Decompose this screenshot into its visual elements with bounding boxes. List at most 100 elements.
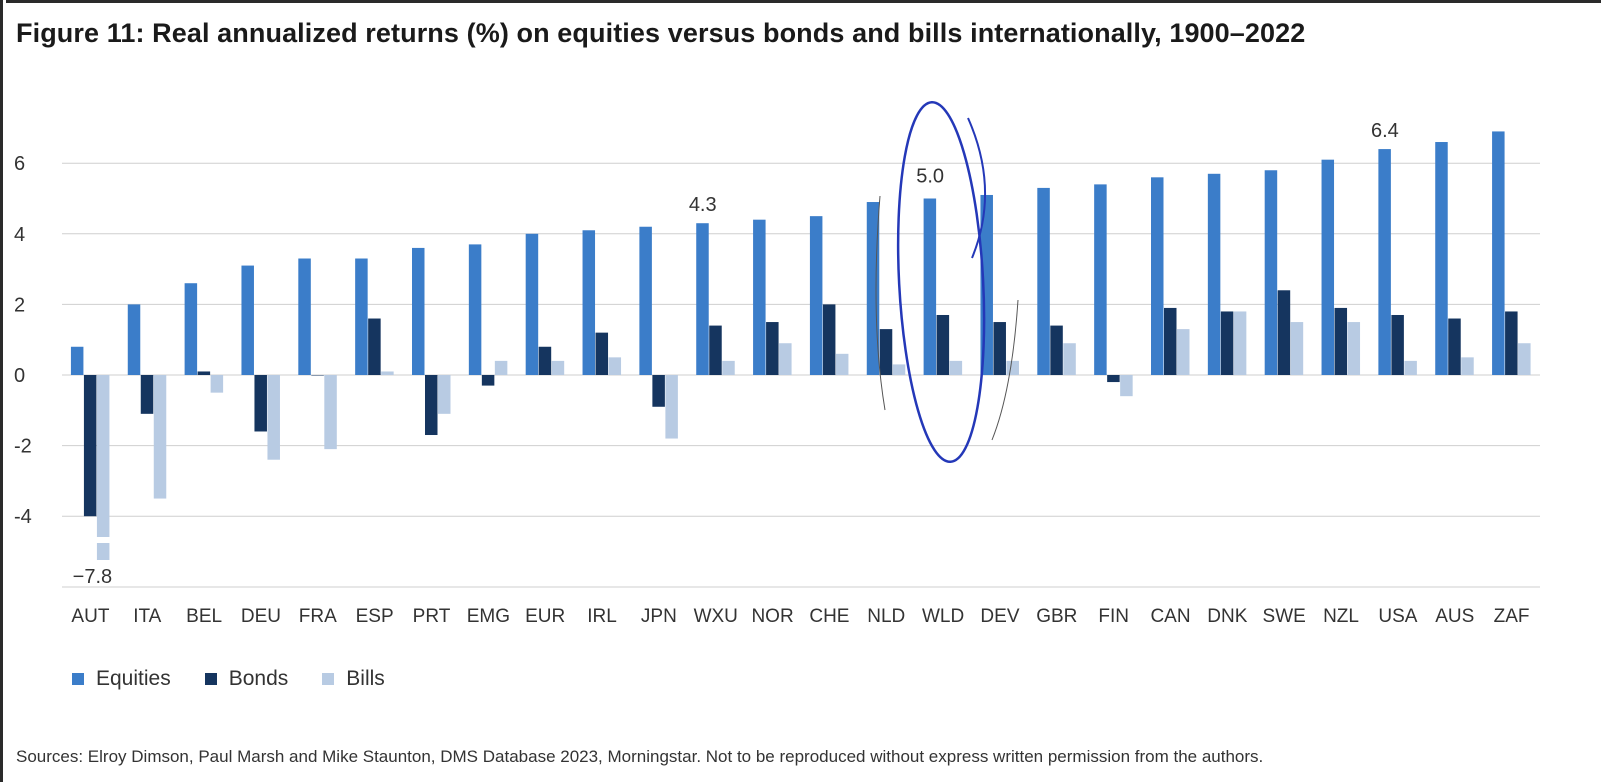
bar-bonds-bel — [197, 371, 211, 375]
bar-equities-eur — [525, 233, 539, 375]
left-rule — [0, 0, 3, 782]
bar-equities-aut — [70, 346, 84, 375]
bar-bills-eur — [551, 360, 565, 375]
bar-equities-usa — [1378, 149, 1391, 375]
bar-equities-irl — [582, 230, 596, 375]
bar-bonds-gbr — [1050, 325, 1063, 375]
bar-bills-swe — [1290, 322, 1304, 375]
data-label-usa: 6.4 — [1371, 120, 1399, 142]
y-tick-label: 4 — [14, 224, 25, 246]
bar-bonds-zaf — [1505, 311, 1518, 375]
legend-label-equities: Equities — [96, 667, 171, 690]
bar-bills-nld — [892, 364, 906, 375]
bar-equities-jpn — [639, 226, 652, 375]
data-label-wld: 5.0 — [916, 166, 944, 188]
bar-bills-prt — [438, 375, 451, 414]
bar-equities-fin — [1094, 184, 1107, 375]
y-tick-label: 0 — [14, 365, 25, 387]
x-tick-label-dnk: DNK — [1207, 606, 1247, 627]
bar-equities-swe — [1264, 170, 1278, 375]
bar-equities-aus — [1435, 142, 1448, 375]
legend-swatch-bonds — [204, 673, 217, 685]
bar-bills-aut — [96, 375, 110, 560]
bar-bills-usa — [1404, 360, 1417, 375]
bar-bills-aus — [1461, 357, 1474, 375]
legend: Equities Bonds Bills — [72, 667, 385, 691]
x-tick-label-jpn: JPN — [641, 606, 677, 627]
y-tick-label: -4 — [14, 506, 32, 528]
highlight-pencil-left — [875, 195, 886, 411]
x-tick-label-che: CHE — [809, 606, 849, 627]
bar-bonds-aut — [83, 375, 97, 517]
x-tick-label-nor: NOR — [751, 606, 793, 627]
bar-bonds-irl — [595, 332, 609, 375]
bar-bonds-usa — [1391, 314, 1404, 375]
x-tick-label-aus: AUS — [1435, 606, 1474, 627]
bar-bills-can — [1177, 329, 1190, 375]
bar-bills-che — [835, 353, 849, 375]
x-tick-label-eur: EUR — [525, 606, 565, 627]
y-tick-label: 6 — [14, 153, 25, 175]
x-tick-label-wxu: WXU — [694, 606, 738, 627]
bar-bills-dev — [1006, 360, 1019, 375]
bar-equities-esp — [355, 258, 368, 375]
bar-bonds-prt — [425, 375, 438, 436]
bar-bonds-nld — [879, 329, 893, 375]
legend-swatch-equities — [72, 673, 84, 685]
x-tick-label-aut: AUT — [71, 606, 109, 627]
bar-bills-ita — [153, 375, 167, 499]
bar-equities-che — [809, 216, 823, 375]
x-tick-label-gbr: GBR — [1036, 606, 1077, 627]
bar-equities-can — [1151, 177, 1164, 375]
axis-break-marker — [94, 537, 111, 543]
bar-bills-deu — [267, 375, 280, 460]
legend-swatch-bills — [322, 673, 335, 685]
bar-bills-wld — [949, 360, 963, 375]
x-tick-label-esp: ESP — [356, 606, 394, 627]
bar-bonds-ita — [140, 375, 154, 414]
bar-bonds-fin — [1107, 375, 1120, 383]
bar-bonds-swe — [1277, 290, 1291, 375]
bar-equities-fra — [298, 258, 311, 375]
x-tick-label-ita: ITA — [133, 606, 161, 627]
bar-equities-ita — [127, 304, 141, 375]
bar-bills-dnk — [1233, 311, 1247, 375]
bar-equities-wld — [923, 198, 937, 375]
bar-bills-zaf — [1518, 343, 1531, 375]
source-note: Sources: Elroy Dimson, Paul Marsh and Mi… — [16, 747, 1264, 766]
x-tick-label-zaf: ZAF — [1494, 606, 1530, 627]
x-tick-label-usa: USA — [1378, 606, 1417, 627]
chart-title: Figure 11: Real annualized returns (%) o… — [16, 18, 1306, 48]
bar-bills-fin — [1120, 375, 1133, 397]
bar-bills-jpn — [665, 375, 678, 439]
x-tick-label-can: CAN — [1150, 606, 1190, 627]
bar-bills-nzl — [1347, 322, 1361, 375]
bar-equities-nor — [753, 219, 766, 375]
bar-equities-prt — [412, 247, 425, 375]
bar-bonds-nzl — [1334, 307, 1348, 375]
highlight-pencil-right — [991, 299, 1019, 441]
bar-bills-irl — [608, 357, 622, 375]
bar-bonds-fra — [311, 375, 324, 376]
bar-bills-esp — [381, 371, 394, 375]
x-tick-label-emg: EMG — [467, 606, 510, 627]
bar-equities-wxu — [696, 223, 709, 375]
x-tick-label-prt: PRT — [413, 606, 451, 627]
legend-item-bonds: Bonds — [204, 667, 289, 691]
x-tick-label-nld: NLD — [867, 606, 905, 627]
bar-bonds-dnk — [1220, 311, 1234, 375]
bar-bills-bel — [210, 375, 224, 393]
legend-item-bills: Bills — [322, 667, 385, 691]
x-tick-label-deu: DEU — [241, 606, 281, 627]
legend-label-bonds: Bonds — [228, 667, 289, 690]
data-label-aut: −7.8 — [73, 566, 112, 588]
bar-equities-nzl — [1321, 159, 1335, 375]
y-tick-label: -2 — [14, 436, 32, 458]
bar-bonds-wxu — [709, 325, 722, 375]
bar-bonds-dev — [993, 322, 1006, 375]
bar-bonds-deu — [254, 375, 267, 432]
bar-equities-emg — [468, 244, 482, 375]
x-tick-label-dev: DEV — [980, 606, 1019, 627]
bar-bonds-can — [1164, 307, 1177, 375]
